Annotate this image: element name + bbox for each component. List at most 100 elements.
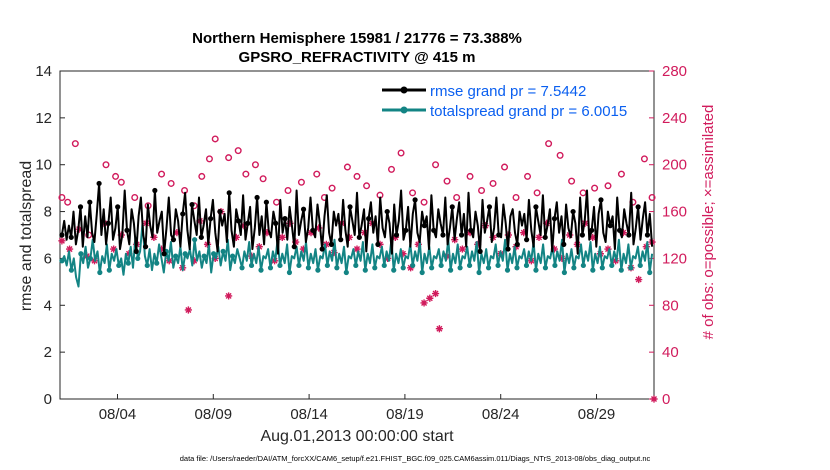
obs-assimilated-point-44 (391, 233, 399, 241)
obs-possible-point-23 (297, 178, 305, 186)
obs-assimilated-point-23 (232, 233, 240, 241)
obs-possible-point-16 (225, 154, 233, 162)
obs-possible-point-1 (64, 198, 72, 206)
obs-assimilated-point-51 (435, 325, 443, 333)
totalspread-point-160 (438, 262, 444, 269)
totalspread-point-88 (267, 265, 274, 271)
totalspread-point-52 (182, 251, 188, 257)
totalspread-point-224 (590, 267, 596, 273)
rmse-series (59, 180, 654, 257)
totalspread-point-152 (419, 269, 425, 276)
rmse-point-128 (356, 234, 362, 240)
obs-possible-point-37 (453, 194, 461, 202)
rmse-point-88 (263, 199, 269, 205)
obs-assimilated-point-11 (150, 233, 158, 241)
totalspread-point-92 (277, 262, 283, 269)
series-layer (58, 135, 658, 403)
obs-possible-point-53 (640, 155, 648, 163)
totalspread-point-136 (381, 262, 387, 269)
x-axis: 08/04 08/09 08/14 08/19 08/24 08/29 (99, 394, 615, 423)
rmse-point-236 (607, 223, 613, 229)
obs-assimilated-point-1 (65, 245, 74, 253)
totalspread-point-24 (116, 262, 122, 269)
y-left-tick-label-4: 8 (44, 204, 52, 221)
x-tick-label-1: 08/09 (195, 406, 233, 423)
obs-possible-point-46 (556, 151, 564, 159)
rmse-point-0 (59, 232, 65, 238)
totalspread-point-64 (211, 251, 217, 257)
rmse-point-20 (105, 220, 111, 226)
x-tick-label-2: 08/14 (290, 406, 328, 423)
obs-assimilated-point-77 (635, 275, 643, 284)
obs-possible-point-26 (328, 184, 336, 192)
y-axis-right: 0 40 80 120 160 200 240 280 (649, 63, 687, 408)
rmse-point-40 (152, 187, 158, 194)
totalspread-point-140 (391, 267, 397, 273)
legend-rmse-marker (400, 86, 408, 94)
rmse-point-8 (77, 204, 84, 210)
totalspread-point-168 (457, 265, 463, 271)
rmse-point-72 (226, 190, 232, 196)
obs-possible-point-33 (409, 189, 417, 197)
rmse-point-120 (338, 237, 344, 243)
obs-possible-point-18 (242, 170, 250, 178)
rmse-point-220 (570, 208, 576, 215)
rmse-point-248 (635, 204, 641, 210)
totalspread-point-188 (504, 267, 511, 273)
rmse-point-192 (505, 246, 511, 252)
obs-assimilated-point-80 (650, 395, 658, 403)
rmse-point-60 (198, 234, 204, 240)
rmse-point-252 (644, 232, 651, 238)
obs-assimilated-point-33 (307, 229, 315, 237)
obs-possible-point-41 (501, 163, 509, 171)
rmse-point-56 (189, 201, 195, 208)
rmse-point-84 (254, 194, 260, 201)
y-right-tick-label-3: 120 (662, 250, 687, 267)
obs-assimilated-point-46 (407, 264, 415, 272)
totalspread-point-144 (400, 265, 406, 271)
data-file-footer: data file: /Users/raeder/DAI/ATM_forcXX/… (180, 454, 651, 463)
obs-possible-point-4 (102, 161, 110, 169)
rmse-point-136 (375, 241, 381, 247)
obs-assimilated-point-14 (173, 229, 181, 237)
totalspread-point-248 (647, 269, 653, 276)
obs-possible-point-27 (343, 163, 351, 171)
obs-assimilated-point-67 (558, 254, 566, 263)
obs-assimilated-point-47 (414, 240, 422, 248)
rmse-point-164 (440, 232, 446, 238)
y-left-tick-label-2: 4 (44, 297, 52, 314)
obs-assimilated-point-27 (263, 229, 271, 237)
y-right-tick-label-4: 160 (662, 204, 687, 221)
rmse-point-96 (282, 216, 288, 222)
rmse-point-208 (542, 234, 548, 240)
rmse-point-148 (403, 227, 409, 233)
obs-assimilated-point-12 (157, 245, 166, 253)
rmse-point-4 (68, 234, 74, 240)
totalspread-point-60 (201, 253, 207, 259)
totalspread-point-100 (296, 262, 302, 269)
x-tick-label-3: 08/19 (386, 406, 424, 423)
obs-assimilated-point-25 (248, 252, 256, 260)
obs-assimilated-point-48 (420, 299, 428, 307)
legend-rmse-text: rmse grand pr = 7.5442 (430, 83, 586, 100)
totalspread-point-200 (533, 267, 539, 273)
rmse-point-140 (384, 208, 390, 215)
totalspread-point-112 (324, 262, 330, 269)
rmse-point-16 (96, 180, 102, 187)
totalspread-point-28 (125, 260, 131, 266)
totalspread-point-8 (78, 251, 84, 257)
totalspread-point-56 (192, 237, 198, 243)
obs-possible-point-50 (604, 182, 612, 190)
obs-possible-point-34 (420, 198, 428, 206)
x-tick-label-4: 08/24 (482, 406, 520, 423)
y-right-tick-label-1: 40 (662, 344, 679, 361)
totalspread-point-172 (466, 262, 473, 269)
totalspread-point-48 (173, 253, 179, 259)
y-right-tick-label-7: 280 (662, 63, 687, 80)
totalspread-point-40 (154, 260, 160, 266)
totalspread-point-184 (495, 262, 501, 269)
rmse-point-212 (551, 216, 558, 222)
totalspread-point-228 (599, 265, 605, 271)
